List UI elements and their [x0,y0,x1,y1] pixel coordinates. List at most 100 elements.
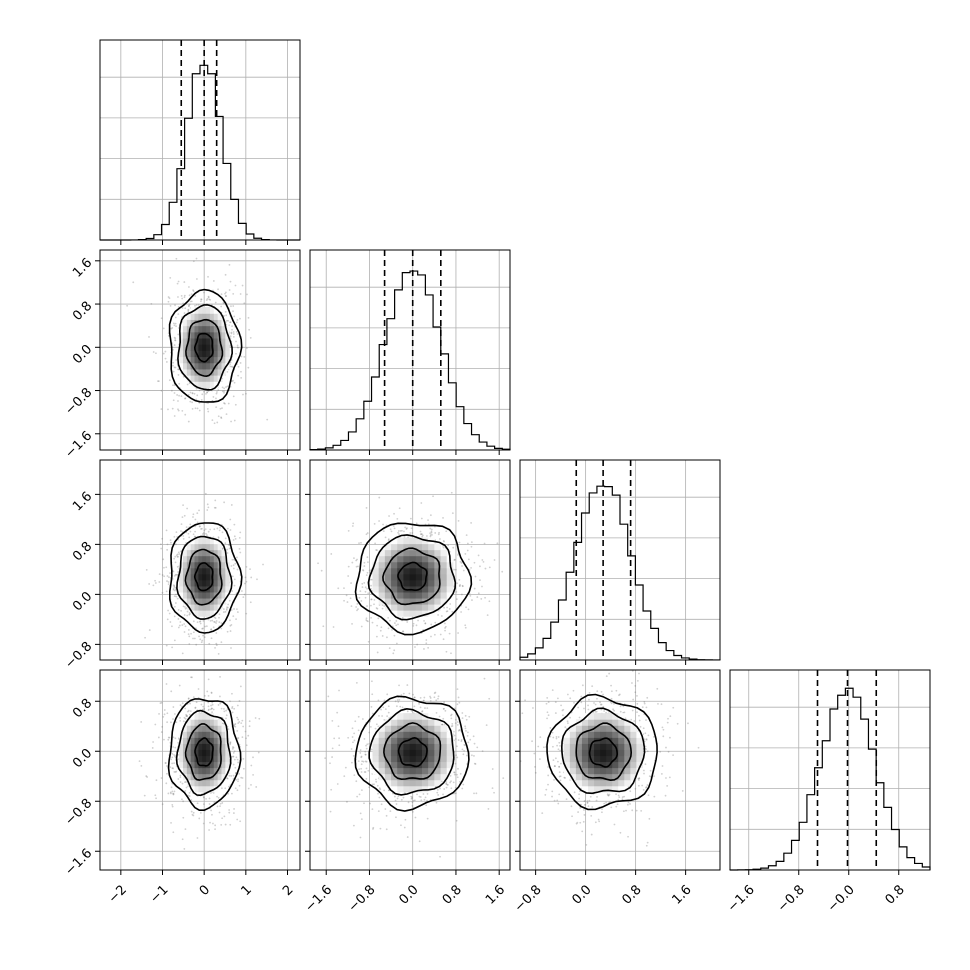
sample-point [218,616,220,619]
sample-point [175,554,178,557]
density-cell [225,362,230,370]
sample-point [182,535,185,537]
density-cell [182,725,188,732]
density-cell [217,325,222,333]
density-cell [428,543,435,551]
sample-point [195,643,198,646]
sample-point [327,695,330,698]
sample-point [171,407,174,410]
sample-point [213,422,216,425]
sample-point [190,293,193,296]
sample-point [481,585,483,588]
sample-point [451,725,454,727]
sample-point [357,565,359,568]
density-cell [372,585,380,593]
sample-point [184,789,187,792]
sample-point [226,552,229,554]
sample-point [208,298,211,301]
sample-point [488,600,491,603]
density-cell [225,344,230,351]
sample-point [420,502,423,504]
sample-point [207,506,210,509]
density-cell [434,543,442,551]
sample-point [237,346,240,349]
sample-point [258,717,261,720]
density-cell [206,610,211,617]
sample-point [458,541,461,544]
sample-point [389,528,392,531]
density-cell [403,592,411,599]
density-cell [186,743,192,750]
sample-point [233,419,236,422]
density-cell [182,731,188,738]
sample-point [440,615,443,617]
sample-point [160,777,163,779]
sample-point [200,298,203,301]
sample-point [200,703,203,706]
sample-point [202,796,205,798]
density-cell [206,350,211,358]
sample-point [456,582,459,585]
y-tick-label: −0.8 [62,639,95,672]
sample-point [160,408,163,410]
sample-point [211,619,214,622]
density-cell [179,761,184,769]
density-cell [221,549,226,557]
sample-point [188,286,190,288]
sample-point [171,762,174,765]
sample-point [170,721,172,724]
sample-point [229,619,231,622]
density-cell [415,555,423,563]
sample-point [206,534,208,537]
sample-point [501,570,504,573]
sample-point [457,554,459,556]
sample-point [452,546,455,549]
sample-point [234,562,237,565]
y-tick-label: 0.0 [70,342,95,367]
density-cell [190,555,196,563]
density-cell [428,604,435,611]
density-cell [209,585,215,593]
sample-point [165,765,168,767]
sample-point [460,593,463,596]
sample-point [173,586,176,588]
sample-point [214,617,217,620]
sample-point [223,710,226,713]
density-cell [186,325,192,333]
sample-point [230,305,232,308]
sample-point [184,397,187,400]
sample-point [196,394,199,397]
sample-point [239,820,242,823]
density-cell [213,749,219,757]
sample-point [345,594,348,597]
sample-point [239,685,242,688]
density-cell [202,362,207,370]
sample-point [344,766,347,769]
sample-point [186,715,189,718]
density-cell [446,579,454,587]
x-tick-label: 0 [197,882,213,898]
sample-point [207,678,210,681]
sample-point [424,622,427,625]
density [138,675,261,850]
sample-point [433,696,436,699]
density-cell [213,585,219,593]
density-cell [198,375,203,382]
sample-point [182,605,185,608]
density-cell [403,579,411,587]
sample-point [231,328,233,331]
sample-point [152,584,155,587]
density-cell [409,610,417,617]
sample-point [224,823,227,826]
sample-point [215,620,218,622]
sample-point [231,575,234,578]
density-cell [202,567,207,575]
sample-point [453,568,456,571]
sample-point [457,696,460,699]
sample-point [491,768,494,770]
density-cell [202,319,207,327]
sample-point [187,629,190,631]
density-cell [217,743,222,750]
sample-point [476,596,479,598]
sample-point [189,530,192,533]
